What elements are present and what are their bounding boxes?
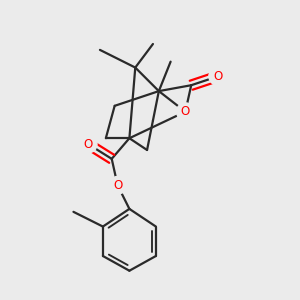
Circle shape — [109, 176, 126, 194]
Text: O: O — [113, 179, 122, 192]
Circle shape — [79, 135, 97, 153]
Circle shape — [176, 103, 194, 121]
Text: O: O — [181, 105, 190, 118]
Circle shape — [209, 68, 226, 85]
Text: O: O — [213, 70, 222, 83]
Text: O: O — [83, 138, 93, 151]
